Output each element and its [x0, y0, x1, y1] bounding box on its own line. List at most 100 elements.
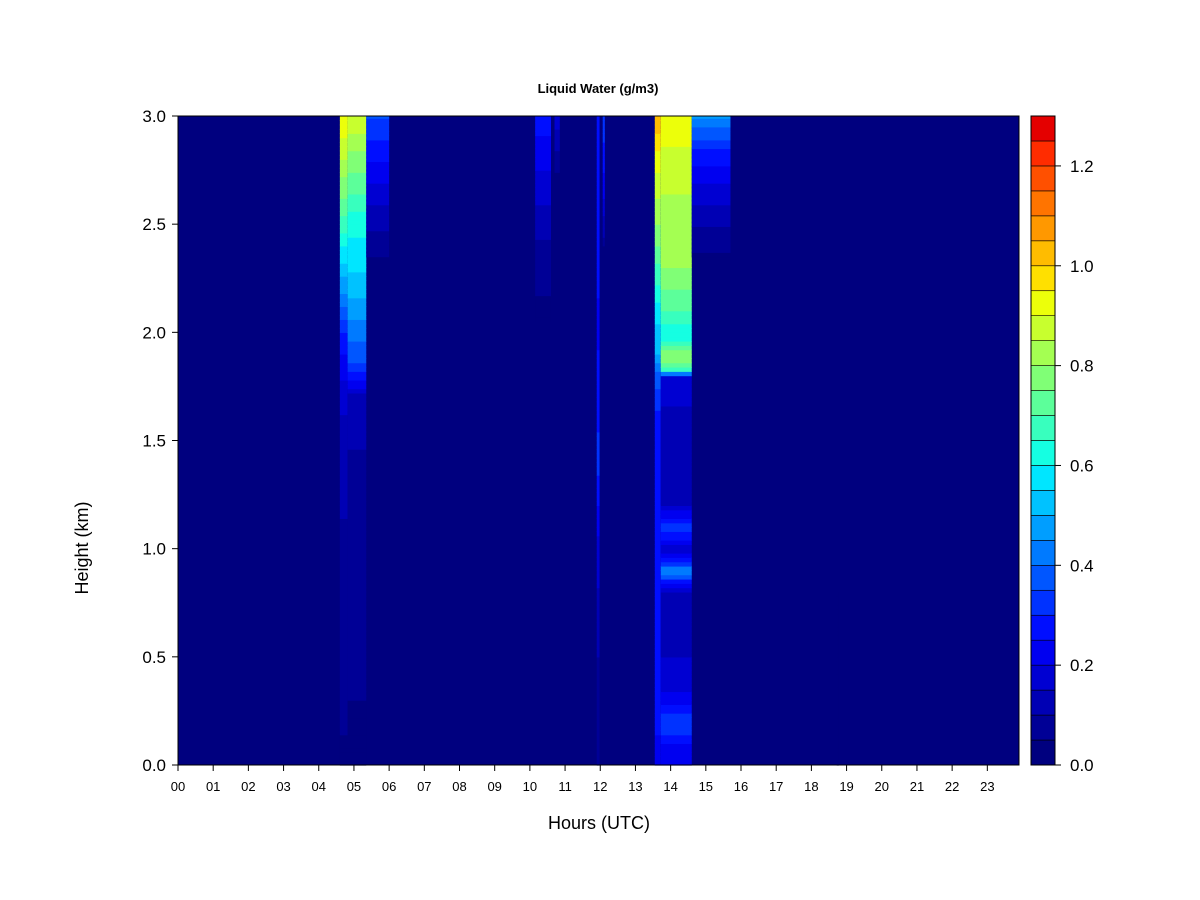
heatmap-cell [596, 470, 600, 476]
heatmap-cell [660, 518, 692, 524]
x-tick-label: 12 [593, 779, 607, 794]
heatmap-cell [347, 401, 367, 407]
heatmap-cell [602, 206, 605, 212]
heatmap-cell [654, 353, 661, 359]
heatmap-cell [535, 260, 551, 266]
heatmap-cell [836, 596, 839, 602]
heatmap-cell [596, 392, 600, 398]
heatmap-cell [660, 574, 692, 580]
heatmap-cell [339, 245, 348, 251]
heatmap-cell [660, 297, 692, 303]
heatmap-cell [596, 206, 600, 212]
heatmap-cell [347, 310, 367, 316]
heatmap-cell [347, 410, 367, 416]
heatmap-cell [339, 163, 348, 169]
heatmap-cell [347, 444, 367, 450]
heatmap-cell [836, 730, 839, 736]
heatmap-cell [339, 124, 348, 130]
heatmap-cell [660, 358, 692, 364]
heatmap-cell [691, 187, 731, 193]
heatmap-cell [660, 453, 692, 459]
heatmap-cell [339, 141, 348, 147]
heatmap-cell [691, 204, 731, 210]
heatmap-cell [654, 483, 661, 489]
heatmap-cell [339, 470, 348, 476]
heatmap-cell [660, 401, 692, 407]
heatmap-cell [654, 756, 661, 762]
heatmap-cell [602, 150, 605, 156]
heatmap-cell [602, 128, 605, 134]
heatmap-cell [339, 682, 348, 688]
heatmap-cell [554, 163, 560, 169]
heatmap-cell [660, 505, 692, 511]
heatmap-cell [339, 747, 348, 753]
heatmap-cell [654, 224, 661, 230]
heatmap-cell [347, 323, 367, 329]
heatmap-cell [836, 743, 839, 749]
heatmap-cell [660, 440, 692, 446]
heatmap-cell [660, 267, 692, 273]
heatmap-cell [366, 196, 390, 201]
heatmap-cell [339, 120, 348, 126]
heatmap-cell [596, 345, 600, 351]
heatmap-cell [347, 721, 367, 727]
x-tick-label: 05 [347, 779, 361, 794]
heatmap-cell [596, 466, 600, 472]
heatmap-cell [660, 752, 692, 757]
heatmap-cell [366, 161, 390, 167]
heatmap-cell [660, 540, 692, 545]
heatmap-cell [339, 232, 348, 238]
heatmap-cell [654, 392, 661, 398]
heatmap-cell [366, 204, 390, 210]
colorbar-segment [1030, 515, 1056, 541]
heatmap-cell [836, 739, 839, 744]
heatmap-cell [660, 211, 692, 217]
heatmap-cell [339, 565, 348, 571]
heatmap-cell [535, 265, 551, 271]
heatmap-cell [654, 613, 661, 619]
heatmap-cell [596, 578, 600, 584]
heatmap-cell [691, 116, 731, 119]
heatmap-cell [596, 254, 600, 260]
heatmap-cell [654, 704, 661, 710]
heatmap-cell [347, 527, 367, 532]
heatmap-cell [596, 678, 600, 684]
heatmap-cell [535, 183, 551, 188]
heatmap-cell [347, 548, 367, 554]
heatmap-cell [596, 457, 600, 463]
heatmap-cell [347, 202, 367, 208]
heatmap-cell [347, 488, 367, 494]
heatmap-cell [339, 340, 348, 346]
heatmap-cell [654, 405, 661, 411]
heatmap-cell [339, 674, 348, 680]
heatmap-cell [347, 540, 367, 545]
heatmap-cell [654, 635, 661, 641]
heatmap-cell [596, 695, 600, 701]
heatmap-cell [602, 124, 605, 130]
heatmap-cell [347, 185, 367, 191]
heatmap-cell [596, 717, 600, 723]
heatmap-cell [596, 552, 600, 558]
heatmap-cell [535, 278, 551, 284]
heatmap-cell [654, 496, 661, 502]
heatmap-cell [554, 167, 560, 173]
heatmap-cell [347, 587, 367, 593]
colorbar-tick-label: 1.0 [1070, 257, 1094, 276]
heatmap-cell [691, 144, 731, 150]
heatmap-cell [366, 131, 390, 137]
heatmap-cell [660, 310, 692, 316]
heatmap-cell [691, 118, 731, 124]
heatmap-cell [596, 609, 600, 615]
heatmap-cell [596, 630, 600, 636]
heatmap-cell [602, 146, 605, 152]
heatmap-cell [366, 157, 390, 163]
heatmap-cell [654, 241, 661, 247]
heatmap-cell [347, 453, 367, 459]
heatmap-cell [660, 276, 692, 282]
x-axis: 00 01 02 03 04 05 06 07 08 09 10 11 12 13 14 15 16 17 18 19… [171, 765, 995, 794]
x-tick-label: 20 [875, 779, 889, 794]
heatmap-cell [339, 501, 348, 506]
heatmap-cell [654, 687, 661, 693]
heatmap-cell [339, 284, 348, 290]
heatmap-cell [836, 734, 839, 740]
